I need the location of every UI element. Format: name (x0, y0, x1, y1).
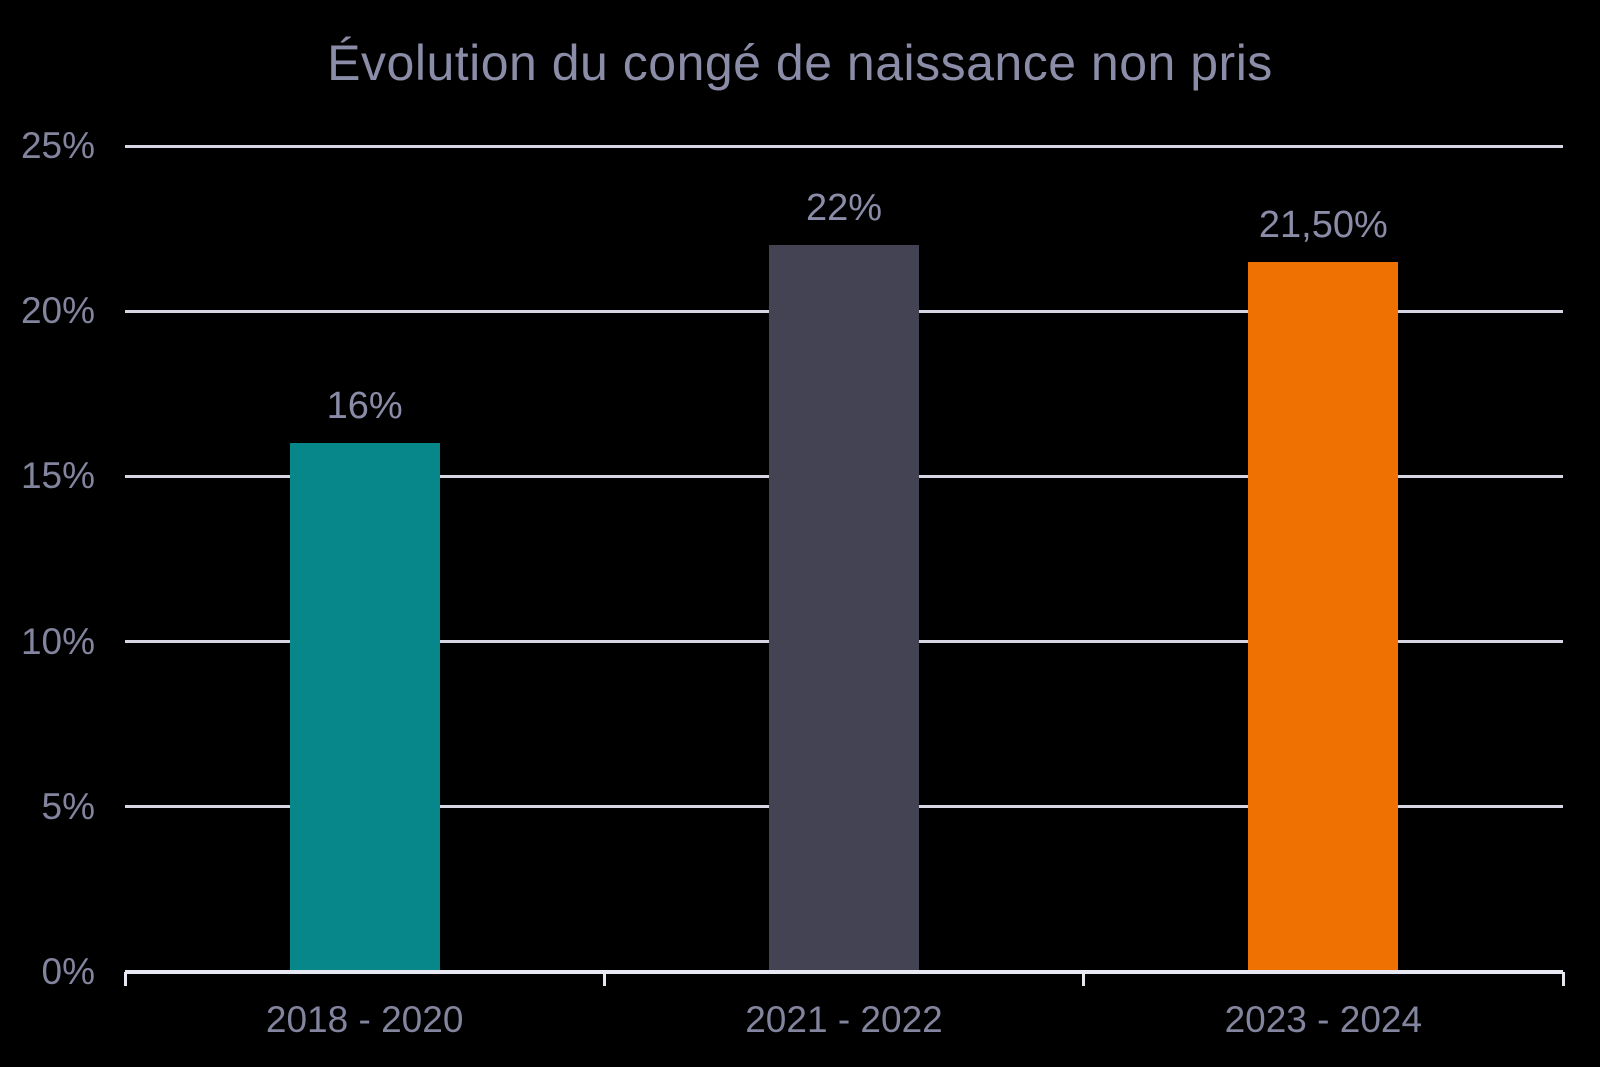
y-tick-label: 0% (41, 951, 95, 992)
gridline (125, 144, 1563, 148)
bar-value-label: 22% (805, 187, 883, 230)
y-tick-label: 20% (20, 290, 95, 332)
y-tick-label: 10% (20, 620, 95, 662)
y-tick-label: 25% (20, 125, 95, 166)
y-tick-label: 15% (20, 455, 95, 497)
chart-title: Évolution du congé de naissance non pris (327, 35, 1273, 91)
x-tick-label: 2018 - 2020 (265, 999, 464, 1040)
axis-tick (602, 972, 606, 986)
axis-tick (123, 972, 127, 986)
x-axis-line (125, 970, 1563, 974)
axis-tick (1561, 972, 1565, 986)
bar-value-label: 21,50% (1258, 203, 1388, 246)
bar-2023-2024 (1248, 261, 1399, 972)
bar-2021-2022 (769, 245, 919, 972)
x-tick-label: 2023 - 2024 (1224, 999, 1423, 1040)
x-tick-label: 2021 - 2022 (745, 999, 943, 1040)
axis-tick (1082, 972, 1086, 986)
bar-2018-2020 (289, 443, 440, 972)
y-tick-label: 5% (41, 785, 95, 827)
bar-value-label: 16% (326, 385, 403, 428)
